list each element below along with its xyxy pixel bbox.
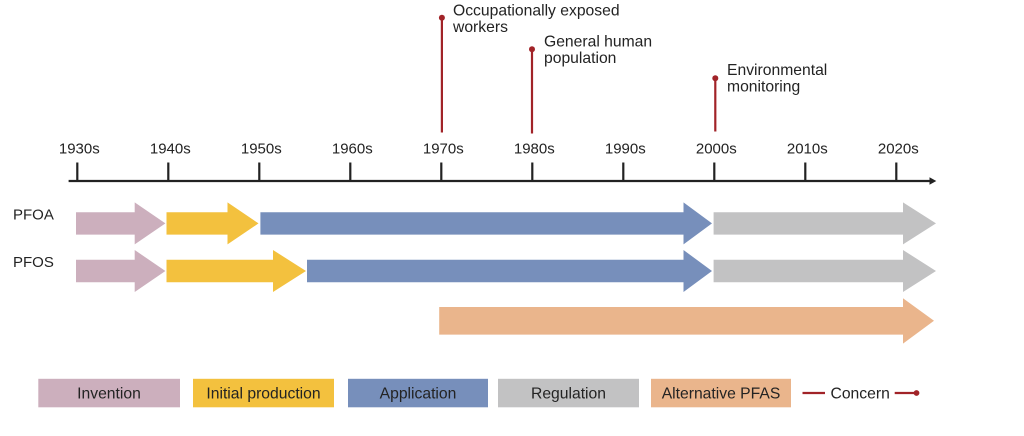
svg-text:Regulation: Regulation: [531, 385, 606, 402]
svg-text:Application: Application: [380, 385, 457, 402]
svg-text:General human: General human: [544, 34, 652, 51]
svg-text:monitoring: monitoring: [727, 79, 800, 96]
svg-text:2000s: 2000s: [696, 140, 737, 157]
svg-text:Occupationally exposed: Occupationally exposed: [453, 3, 620, 20]
svg-text:Concern: Concern: [831, 385, 890, 402]
svg-text:1980s: 1980s: [514, 140, 555, 157]
svg-text:1940s: 1940s: [150, 140, 191, 157]
svg-text:2010s: 2010s: [787, 140, 828, 157]
svg-text:1930s: 1930s: [59, 140, 100, 157]
svg-text:1960s: 1960s: [332, 140, 373, 157]
svg-text:workers: workers: [452, 19, 508, 36]
svg-text:PFOS: PFOS: [13, 254, 54, 271]
svg-text:1950s: 1950s: [241, 140, 282, 157]
svg-text:Invention: Invention: [77, 385, 141, 402]
svg-text:1970s: 1970s: [423, 140, 464, 157]
svg-text:1990s: 1990s: [605, 140, 646, 157]
svg-text:Environmental: Environmental: [727, 62, 827, 79]
svg-text:Initial production: Initial production: [206, 385, 320, 402]
svg-text:2020s: 2020s: [878, 140, 919, 157]
svg-text:PFOA: PFOA: [13, 207, 54, 224]
svg-text:Alternative PFAS: Alternative PFAS: [662, 385, 781, 402]
svg-text:population: population: [544, 50, 616, 67]
